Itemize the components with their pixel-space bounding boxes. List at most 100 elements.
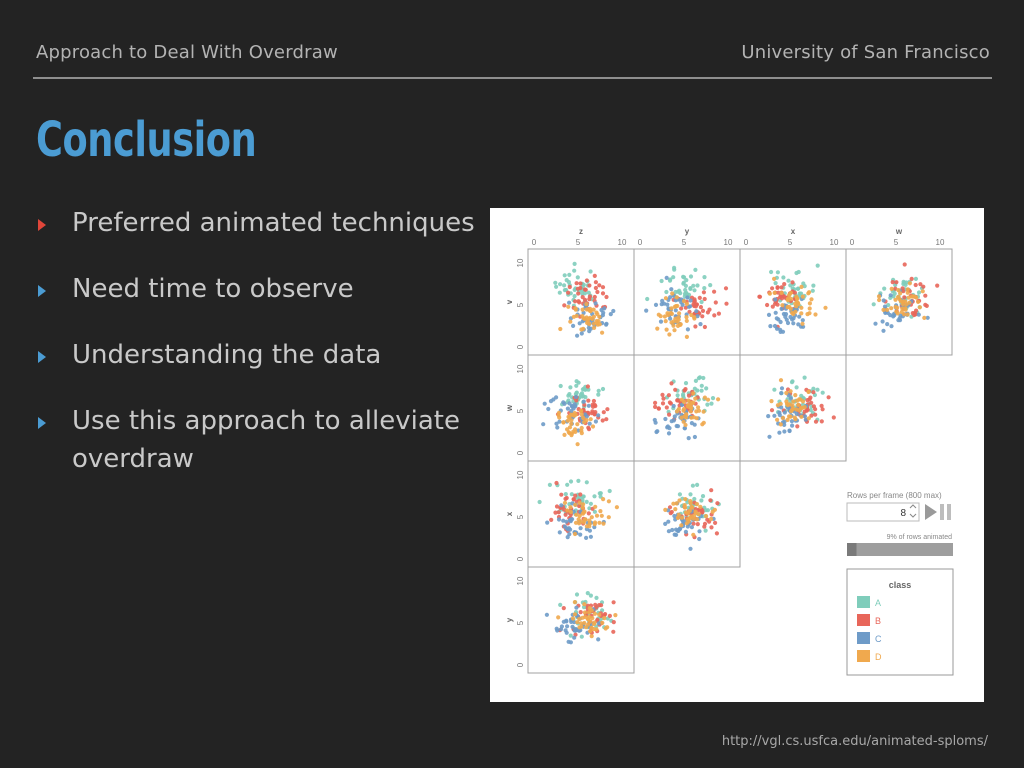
data-point (563, 496, 568, 501)
column-tick-label: 10 (830, 238, 839, 247)
data-point (686, 436, 691, 441)
data-point (592, 412, 597, 417)
data-point (679, 415, 684, 420)
data-point (566, 290, 571, 295)
data-point (888, 313, 893, 318)
data-point (689, 421, 694, 426)
data-point (575, 422, 580, 427)
data-point (576, 517, 581, 522)
stepper-icon[interactable] (909, 504, 917, 518)
pause-icon[interactable] (940, 504, 944, 520)
play-icon[interactable] (925, 504, 937, 520)
data-point (594, 513, 600, 518)
data-point (811, 390, 816, 395)
data-point (881, 298, 886, 303)
data-point (799, 305, 804, 310)
data-point (582, 387, 588, 392)
data-point (597, 520, 602, 525)
data-point (679, 397, 684, 402)
data-point (580, 307, 585, 312)
data-point (781, 275, 786, 280)
data-point (782, 282, 787, 287)
data-point (566, 639, 571, 644)
data-point (788, 414, 793, 419)
legend-swatch (857, 614, 870, 626)
data-point (653, 404, 658, 409)
data-point (597, 612, 602, 617)
data-point (692, 496, 697, 502)
data-point (893, 297, 898, 302)
data-point (592, 611, 597, 616)
data-point (572, 287, 577, 292)
data-point (588, 326, 593, 331)
data-point (786, 278, 791, 283)
data-point (579, 634, 584, 639)
data-point (820, 390, 825, 395)
data-point (570, 616, 576, 621)
data-point (578, 532, 583, 537)
data-point (913, 282, 918, 288)
data-point (554, 421, 559, 426)
data-point (603, 626, 608, 631)
data-point (691, 521, 696, 526)
data-point (795, 286, 801, 291)
data-point (544, 612, 549, 617)
data-point (770, 304, 775, 309)
data-point (671, 418, 676, 423)
rows-per-frame-input[interactable] (846, 502, 920, 522)
data-point (559, 503, 564, 508)
data-point (604, 322, 609, 327)
data-point (766, 312, 772, 317)
data-point (588, 309, 593, 314)
data-point (673, 308, 678, 313)
data-point (589, 634, 594, 639)
data-point (688, 546, 693, 551)
data-point (700, 314, 705, 319)
data-point (935, 283, 940, 288)
progress-label: 9% of rows animated (887, 534, 952, 541)
data-point (697, 295, 702, 300)
data-point (592, 294, 597, 300)
data-point (677, 311, 682, 316)
data-point (905, 312, 910, 317)
row-tick-label: 0 (516, 344, 525, 349)
data-point (570, 412, 575, 417)
data-point (784, 390, 789, 396)
data-point (796, 322, 801, 327)
data-point (658, 319, 664, 324)
data-point (805, 398, 810, 403)
data-point (683, 529, 688, 534)
data-point (611, 629, 616, 634)
column-axis-label: y (685, 227, 690, 236)
data-point (723, 286, 729, 291)
data-point (783, 312, 789, 317)
data-point (586, 511, 591, 516)
data-point (693, 324, 698, 329)
legend-swatch (857, 632, 870, 644)
data-point (583, 287, 588, 292)
data-point (700, 308, 706, 313)
data-point (679, 515, 684, 520)
data-point (813, 412, 818, 417)
data-point (577, 521, 582, 526)
data-point (561, 400, 566, 405)
data-point (716, 397, 721, 402)
data-point (554, 395, 559, 400)
data-point (695, 517, 700, 522)
data-point (679, 306, 684, 311)
data-point (780, 303, 785, 308)
data-point (573, 299, 578, 304)
data-point (715, 501, 720, 506)
data-point (889, 286, 894, 291)
data-point (885, 307, 890, 312)
data-point (784, 317, 789, 322)
data-point (793, 309, 798, 314)
data-point (555, 628, 560, 633)
data-point (767, 291, 772, 296)
data-point (685, 511, 690, 516)
data-point (773, 301, 778, 306)
pause-icon[interactable] (947, 504, 951, 520)
data-point (559, 492, 564, 497)
data-point (902, 312, 907, 317)
data-point (900, 306, 905, 311)
